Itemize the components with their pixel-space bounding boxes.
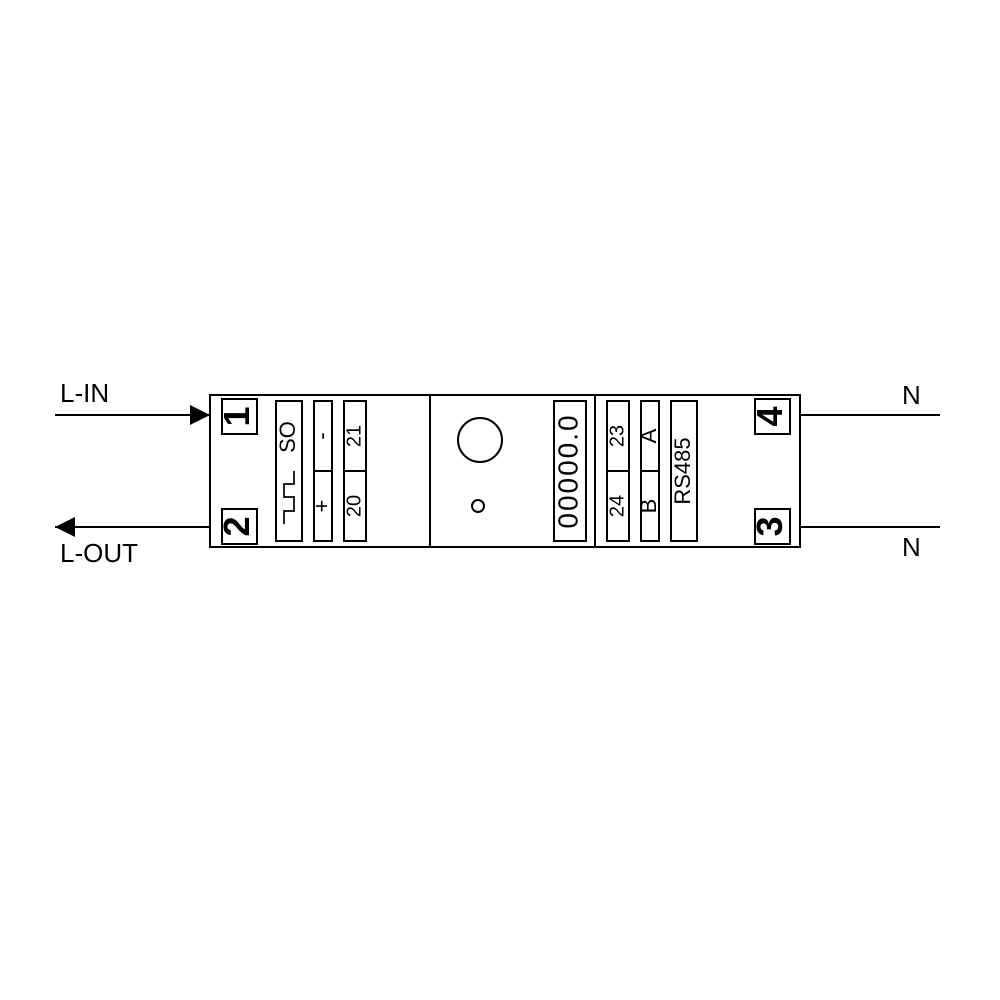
label-rs-b: B [636,499,661,514]
label-l-in: L-IN [60,378,109,408]
label-so: SO [275,421,300,453]
pulse-icon [284,471,294,524]
module-body [210,395,800,547]
lcd-value: 00000.0 [552,413,583,528]
label-l-out: L-OUT [60,538,138,568]
label-rs-a: A [636,428,661,443]
label-so-plus: + [309,500,334,513]
label-so-minus: - [309,432,334,439]
label-so-21: 21 [343,425,365,447]
pulse-led [472,500,484,512]
label-n-top: N [902,380,921,410]
terminal-4-label: 4 [749,406,790,426]
push-button [458,418,502,462]
terminal-2-label: 2 [216,516,257,536]
label-so-20: 20 [343,495,365,517]
label-rs485: RS485 [670,437,695,504]
label-n-bottom: N [902,532,921,562]
label-rs-24: 24 [606,495,628,517]
label-rs-23: 23 [606,425,628,447]
terminal-3-label: 3 [749,516,790,536]
wiring-diagram: L-INL-OUTNN1243SO-+212000000.02324ABRS48… [0,0,1000,1000]
terminal-1-label: 1 [216,406,257,426]
